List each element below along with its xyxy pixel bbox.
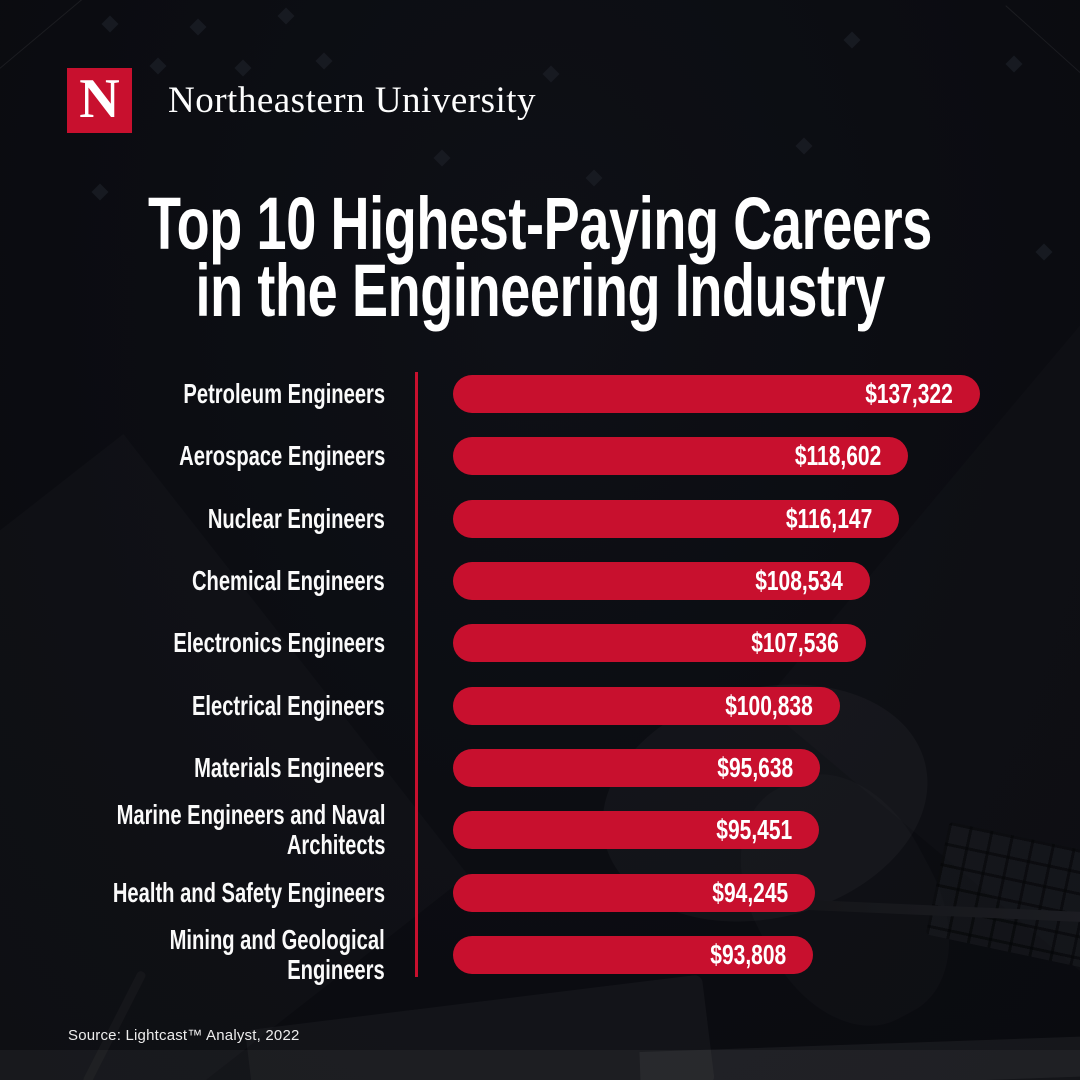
value-label: $116,147 <box>785 502 872 534</box>
category-label: Marine Engineers and Naval Architects <box>116 799 385 861</box>
chart-row: Electrical Engineers $100,838 <box>0 686 1080 725</box>
value-label: $95,638 <box>717 751 793 783</box>
value-bar: $118,602 <box>453 437 908 476</box>
chart-title: Top 10 Highest-Paying Careers in the Eng… <box>0 182 1080 332</box>
value-label: $137,322 <box>865 378 953 409</box>
university-wordmark: Northeastern University <box>168 80 537 121</box>
value-label: $118,602 <box>794 440 881 472</box>
chart-row: Aerospace Engineers $118,602 <box>0 437 1080 476</box>
northeastern-logo: N <box>67 68 132 133</box>
value-label: $95,451 <box>716 814 792 846</box>
category-label: Aerospace Engineers <box>178 440 385 472</box>
chart-row: Mining and Geological Engineers $93,808 <box>0 923 1080 985</box>
chart-row: Nuclear Engineers $116,147 <box>0 499 1080 538</box>
value-bar: $94,245 <box>453 873 815 912</box>
category-label: Nuclear Engineers <box>207 502 385 534</box>
category-label: Electrical Engineers <box>192 689 385 721</box>
chart-row: Petroleum Engineers $137,322 <box>0 375 1080 413</box>
value-bar: $107,536 <box>453 624 866 663</box>
value-bar: $95,638 <box>453 748 820 787</box>
value-label: $107,536 <box>751 627 839 659</box>
chart-row: Materials Engineers $95,638 <box>0 748 1080 787</box>
category-label: Health and Safety Engineers <box>112 876 385 908</box>
chart-row: Electronics Engineers $107,536 <box>0 624 1080 663</box>
value-label: $93,808 <box>710 938 786 970</box>
logo-letter-n: N <box>79 67 120 130</box>
category-label: Electronics Engineers <box>173 627 385 659</box>
category-label: Chemical Engineers <box>192 564 385 596</box>
axis-divider-line <box>415 372 418 977</box>
category-label: Mining and Geological Engineers <box>169 923 385 985</box>
value-bar: $116,147 <box>453 499 899 538</box>
value-bar: $93,808 <box>453 935 813 974</box>
value-bar: $137,322 <box>453 375 980 413</box>
source-citation: Source: Lightcast™ Analyst, 2022 <box>68 1027 300 1044</box>
value-label: $100,838 <box>725 689 813 721</box>
category-label: Materials Engineers <box>194 751 385 783</box>
value-label: $108,534 <box>755 564 843 596</box>
chart-row: Health and Safety Engineers $94,245 <box>0 873 1080 912</box>
chart-row: Chemical Engineers $108,534 <box>0 561 1080 600</box>
chart-title-line2: in the Engineering Industry <box>195 249 885 332</box>
chart-title-line1: Top 10 Highest-Paying Careers <box>148 182 932 265</box>
desk-edge-decor <box>0 1050 1080 1080</box>
value-bar: $95,451 <box>453 811 819 850</box>
chart-row: Marine Engineers and Naval Architects $95,… <box>0 799 1080 861</box>
value-bar: $108,534 <box>453 561 870 600</box>
value-label: $94,245 <box>712 876 788 908</box>
category-label: Petroleum Engineers <box>183 378 385 409</box>
value-bar: $100,838 <box>453 686 840 725</box>
